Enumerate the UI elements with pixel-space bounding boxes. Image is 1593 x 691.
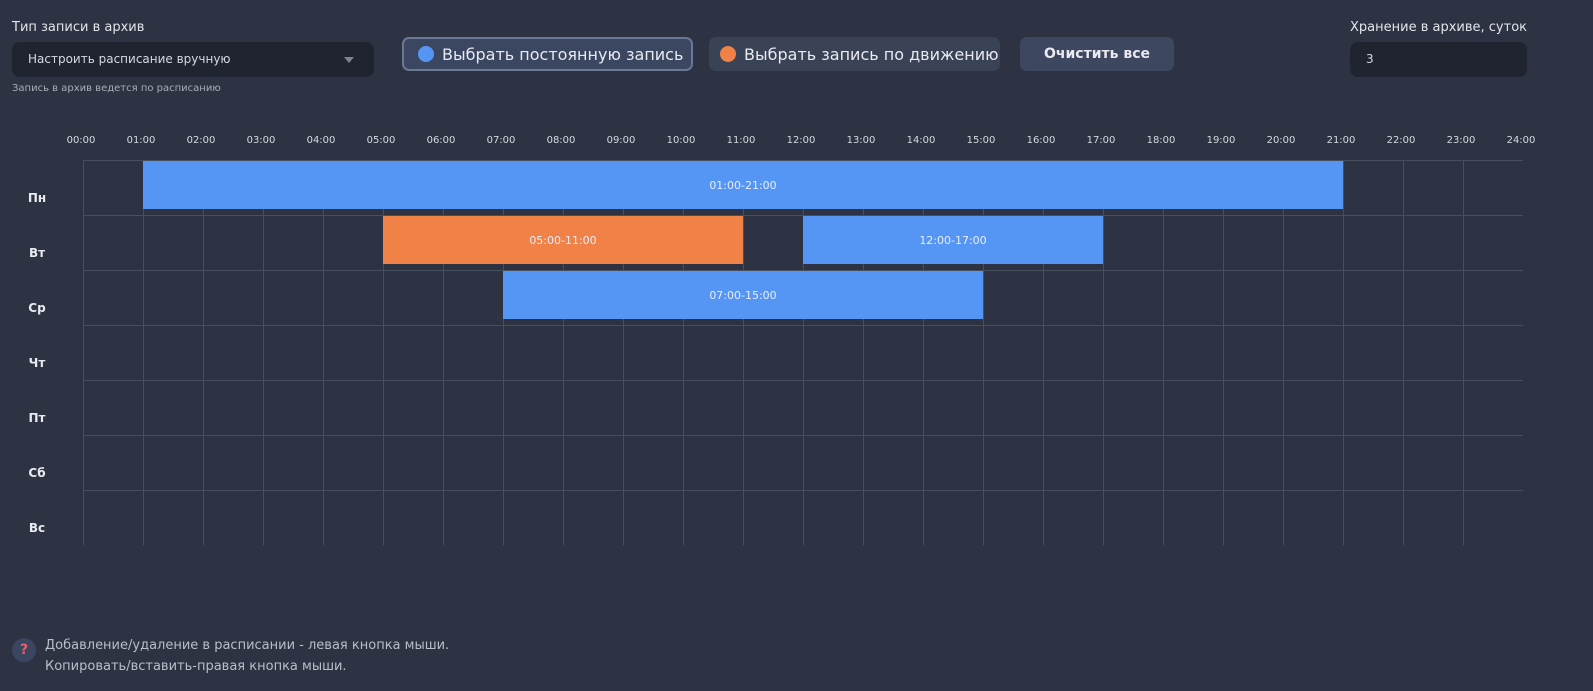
- continuous-schedule-block[interactable]: 12:00-17:00: [803, 216, 1103, 264]
- hour-tick: 01:00: [126, 135, 156, 146]
- hour-tick: 21:00: [1326, 135, 1356, 146]
- hour-tick: 22:00: [1386, 135, 1416, 146]
- hour-tick: 03:00: [246, 135, 276, 146]
- hour-tick: 19:00: [1206, 135, 1236, 146]
- hour-tick: 17:00: [1086, 135, 1116, 146]
- day-label: Сб: [28, 466, 46, 480]
- day-label: Пн: [27, 191, 47, 205]
- hour-tick: 23:00: [1446, 135, 1476, 146]
- hour-tick: 04:00: [306, 135, 336, 146]
- continuous-schedule-block[interactable]: 07:00-15:00: [503, 271, 983, 319]
- hour-tick: 14:00: [906, 135, 936, 146]
- hour-tick: 20:00: [1266, 135, 1296, 146]
- continuous-record-label: Выбрать постоянную запись: [442, 44, 684, 64]
- archive-type-label: Тип записи в архив: [12, 20, 145, 35]
- day-label: Чт: [28, 356, 46, 370]
- question-icon[interactable]: ?: [12, 638, 36, 662]
- motion-record-label: Выбрать запись по движению: [744, 44, 999, 64]
- hour-tick: 02:00: [186, 135, 216, 146]
- orange-dot-icon: [720, 46, 736, 62]
- archive-type-hint: Запись в архив ведется по расписанию: [12, 83, 221, 94]
- hour-tick: 07:00: [486, 135, 516, 146]
- retention-label: Хранение в архиве, суток: [1350, 20, 1527, 35]
- hour-tick: 13:00: [846, 135, 876, 146]
- hour-tick: 05:00: [366, 135, 396, 146]
- hour-tick: 16:00: [1026, 135, 1056, 146]
- continuous-schedule-block[interactable]: 01:00-21:00: [143, 161, 1343, 209]
- day-label: Вс: [28, 521, 46, 535]
- help-text: Добавление/удаление в расписании - левая…: [45, 635, 449, 677]
- hour-tick: 08:00: [546, 135, 576, 146]
- motion-record-button[interactable]: Выбрать запись по движению: [709, 37, 1000, 71]
- hour-tick: 10:00: [666, 135, 696, 146]
- clear-all-button[interactable]: Очистить все: [1020, 37, 1174, 71]
- hour-tick: 06:00: [426, 135, 456, 146]
- hour-tick: 11:00: [726, 135, 756, 146]
- retention-value: 3: [1366, 52, 1374, 66]
- chevron-down-icon: [344, 57, 354, 63]
- motion-schedule-block[interactable]: 05:00-11:00: [383, 216, 743, 264]
- archive-type-select[interactable]: Настроить расписание вручную: [12, 42, 374, 77]
- hour-tick: 15:00: [966, 135, 996, 146]
- hour-tick: 12:00: [786, 135, 816, 146]
- archive-type-value: Настроить расписание вручную: [28, 52, 231, 66]
- blue-dot-icon: [418, 46, 434, 62]
- hour-tick: 00:00: [66, 135, 96, 146]
- help-line-2: Копировать/вставить-правая кнопка мыши.: [45, 659, 347, 674]
- retention-input[interactable]: 3: [1350, 42, 1527, 77]
- hour-tick: 24:00: [1506, 135, 1536, 146]
- day-label: Пт: [28, 411, 46, 425]
- continuous-record-button[interactable]: Выбрать постоянную запись: [402, 37, 693, 71]
- day-label: Ср: [28, 301, 46, 315]
- hour-tick: 18:00: [1146, 135, 1176, 146]
- help-line-1: Добавление/удаление в расписании - левая…: [45, 638, 450, 653]
- hour-tick: 09:00: [606, 135, 636, 146]
- day-label: Вт: [28, 246, 46, 260]
